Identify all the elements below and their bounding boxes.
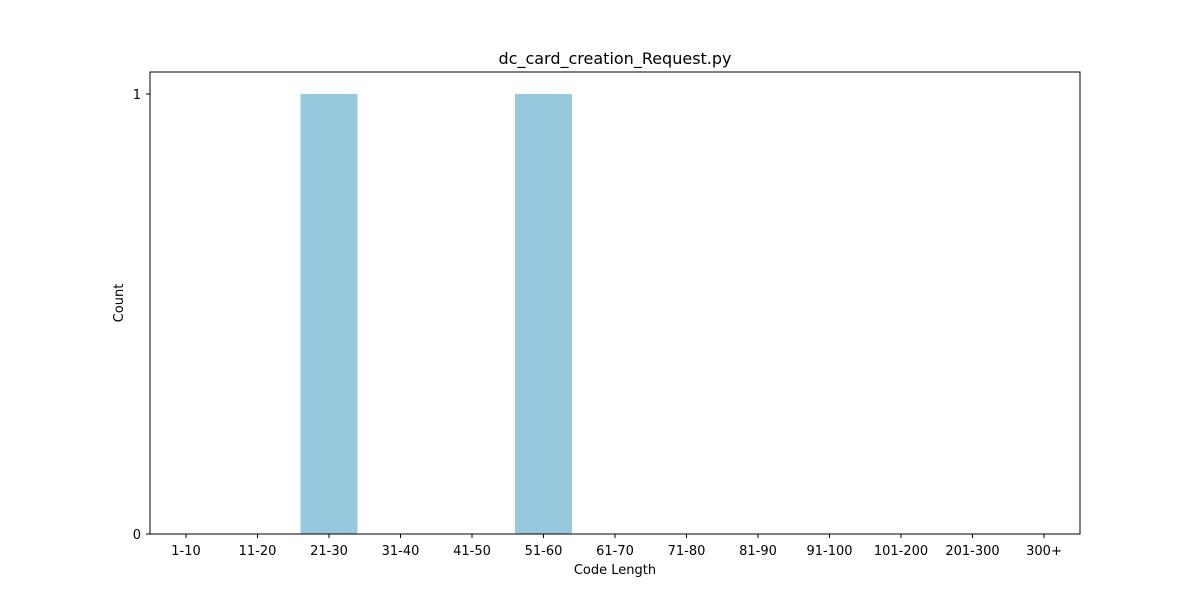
x-tick-label: 91-100 bbox=[806, 544, 852, 559]
x-tick-label: 21-30 bbox=[310, 544, 348, 559]
plot-frame bbox=[149, 71, 1081, 535]
y-tick-label: 1 bbox=[133, 88, 141, 103]
bar-51-60 bbox=[515, 94, 572, 534]
x-tick-label: 61-70 bbox=[596, 544, 634, 559]
chart-title: dc_card_creation_Request.py bbox=[498, 49, 731, 69]
x-tick-label: 31-40 bbox=[382, 544, 420, 559]
x-axis-label: Code Length bbox=[574, 563, 656, 578]
y-axis-label: Count bbox=[112, 284, 127, 323]
y-tick-label: 0 bbox=[133, 528, 141, 543]
bar-21-30 bbox=[300, 94, 358, 534]
y-axis-ticks: 01 bbox=[133, 88, 150, 543]
x-tick-label: 11-20 bbox=[239, 544, 277, 559]
x-tick-label: 51-60 bbox=[525, 544, 563, 559]
x-tick-label: 71-80 bbox=[668, 544, 706, 559]
x-tick-label: 201-300 bbox=[945, 544, 999, 559]
x-tick-label: 1-10 bbox=[171, 544, 201, 559]
x-tick-label: 41-50 bbox=[453, 544, 491, 559]
x-tick-label: 300+ bbox=[1026, 544, 1062, 559]
bars-group bbox=[300, 94, 572, 534]
x-tick-label: 81-90 bbox=[739, 544, 777, 559]
x-tick-label: 101-200 bbox=[874, 544, 928, 559]
x-axis-ticks: 1-10 11-20 21-30 31-40 41-50 51-60 61-70 71-80 8… bbox=[171, 534, 1062, 559]
